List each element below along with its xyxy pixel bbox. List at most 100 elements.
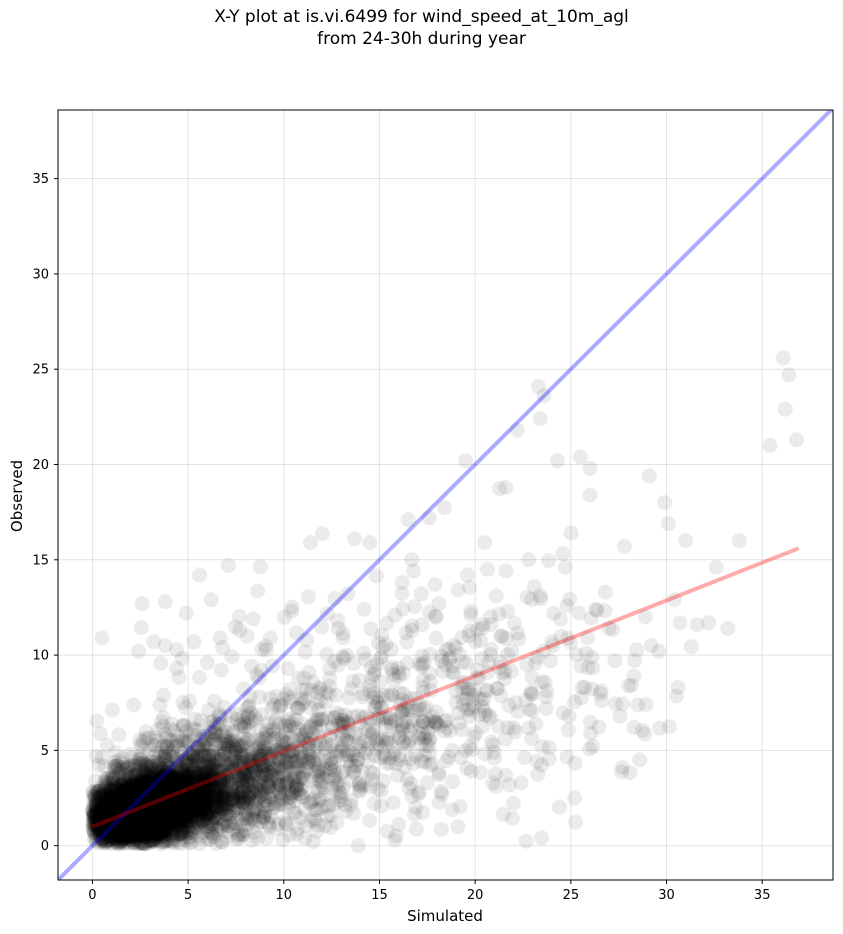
data-point (127, 805, 143, 821)
data-point (127, 812, 143, 828)
data-point (156, 834, 172, 850)
data-point (138, 795, 153, 811)
data-point (85, 821, 101, 837)
data-point (116, 807, 132, 823)
data-point (121, 822, 136, 838)
data-point (119, 821, 135, 837)
data-point (125, 798, 141, 814)
data-point (119, 811, 135, 827)
data-point (142, 812, 158, 827)
data-point (93, 831, 109, 846)
data-point (112, 825, 128, 841)
data-point (141, 805, 157, 820)
data-point (116, 801, 132, 817)
data-point (127, 802, 143, 818)
data-point (134, 818, 150, 834)
data-point (119, 805, 135, 821)
data-point (158, 804, 174, 820)
data-point (126, 811, 142, 827)
data-point (158, 819, 174, 835)
data-point (126, 794, 142, 810)
data-point (135, 791, 151, 807)
data-point (135, 769, 151, 785)
data-point (122, 821, 138, 837)
data-point (153, 823, 168, 839)
data-point (100, 802, 116, 818)
data-point (116, 782, 131, 798)
data-point (125, 804, 141, 820)
data-point (128, 818, 144, 834)
data-point (120, 812, 136, 828)
data-point (96, 808, 111, 824)
data-point (139, 797, 155, 813)
data-point (143, 790, 159, 806)
data-point (108, 810, 124, 825)
data-point (106, 808, 122, 824)
data-point (127, 802, 143, 818)
data-point (144, 831, 160, 847)
data-point (135, 796, 151, 812)
data-point (145, 801, 161, 817)
data-point (96, 826, 112, 842)
data-point (151, 803, 167, 819)
data-point (141, 808, 157, 824)
data-point (119, 804, 135, 820)
data-point (136, 808, 152, 824)
data-point (134, 817, 150, 833)
data-point (128, 814, 144, 830)
data-point (116, 799, 132, 815)
data-point (132, 826, 148, 842)
data-point (107, 801, 122, 817)
data-point (113, 777, 129, 792)
data-point (125, 813, 141, 829)
data-point (158, 812, 174, 828)
data-point (143, 817, 159, 832)
data-point (121, 817, 137, 833)
data-point (109, 790, 125, 806)
data-point (103, 811, 119, 827)
data-point (117, 824, 133, 840)
data-point (134, 788, 150, 804)
data-point (167, 807, 183, 823)
data-point (130, 808, 146, 824)
data-point (132, 792, 148, 808)
data-point (107, 805, 123, 821)
data-point (117, 804, 133, 820)
data-point (148, 809, 164, 825)
data-point (121, 787, 137, 803)
data-point (117, 785, 133, 800)
data-point (112, 807, 128, 823)
data-point (120, 824, 136, 840)
data-point (123, 807, 139, 823)
data-point (148, 809, 164, 825)
data-point (123, 805, 139, 821)
data-point (137, 803, 153, 819)
data-point (93, 817, 109, 833)
data-point (131, 814, 147, 830)
data-point (156, 814, 172, 830)
data-point (148, 814, 164, 829)
data-point (129, 808, 144, 824)
data-point (101, 813, 117, 829)
data-point (132, 809, 148, 825)
data-point (134, 806, 150, 822)
data-point (117, 822, 133, 837)
data-point (110, 802, 126, 818)
data-point (123, 792, 139, 808)
data-point (112, 834, 128, 849)
data-point (129, 803, 145, 819)
data-point (109, 830, 125, 846)
data-point (89, 799, 105, 814)
data-point (136, 790, 152, 806)
data-point (146, 799, 162, 815)
data-point (96, 805, 112, 821)
data-point (150, 823, 166, 839)
data-point (90, 789, 106, 805)
data-point (128, 824, 144, 840)
data-point (137, 829, 153, 845)
data-point (126, 777, 142, 792)
data-point (96, 809, 112, 825)
data-point (110, 798, 126, 814)
data-point (148, 807, 163, 823)
data-point (116, 783, 131, 799)
